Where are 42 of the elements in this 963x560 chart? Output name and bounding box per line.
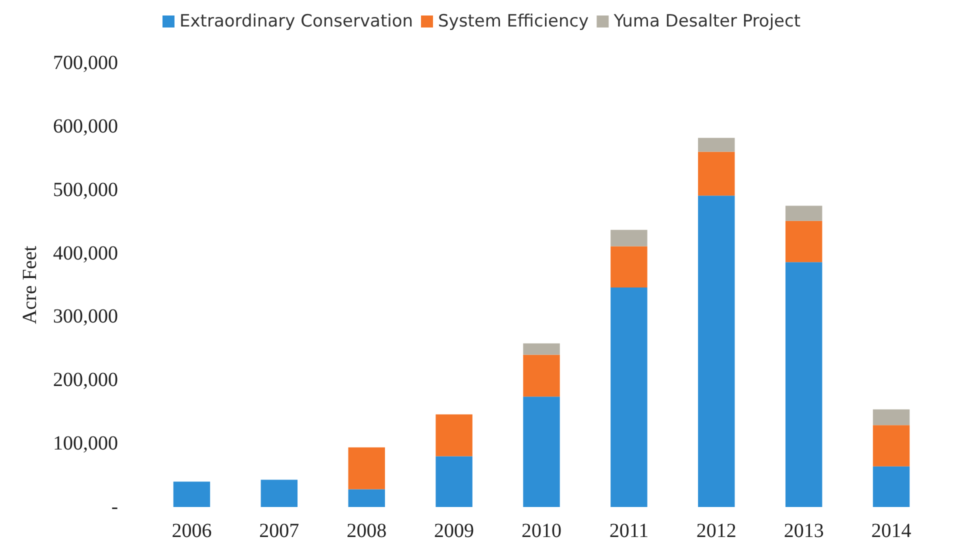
bar [523,396,560,507]
bar [698,138,735,152]
bar [872,425,910,466]
x-tick-label: 2007 [259,520,300,542]
y-tick-label: 100,000 [53,432,118,455]
bar [523,354,560,397]
bar [348,447,385,490]
x-tick-label: 2012 [696,520,736,542]
bar [436,456,472,507]
bar [436,414,472,456]
x-tick-label: 2014 [871,520,912,542]
bar [610,230,648,246]
x-tick-label: 2008 [346,520,387,542]
y-tick-label: - [111,496,118,518]
bar [610,288,648,507]
legend-label: System Efficiency [438,12,589,32]
y-tick-label: 300,000 [53,306,118,328]
bar [785,262,822,507]
bar [348,489,385,507]
y-tick-label: 600,000 [53,115,118,138]
x-tick-label: 2006 [172,520,212,542]
x-tick-label: 2010 [522,520,562,542]
bar [610,246,648,288]
y-tick-label: 500,000 [53,178,118,201]
x-tick-label: 2013 [784,520,824,542]
bar [173,482,210,507]
y-tick-label: 400,000 [53,242,118,264]
bar [260,480,298,507]
bar [872,409,910,426]
bar [785,206,822,221]
bar [698,196,735,507]
bar [785,220,822,262]
bar [698,152,735,196]
bar [872,466,910,507]
y-tick-label: 200,000 [53,369,118,392]
legend-label: Yuma Desalter Project [612,12,801,32]
y-axis-title: Acre Feet [19,245,41,324]
x-tick-label: 2011 [609,520,649,542]
legend-label: Extraordinary Conservation [179,12,414,32]
bar [523,343,560,355]
y-tick-label: 700,000 [53,52,118,74]
x-tick-label: 2009 [434,520,474,542]
